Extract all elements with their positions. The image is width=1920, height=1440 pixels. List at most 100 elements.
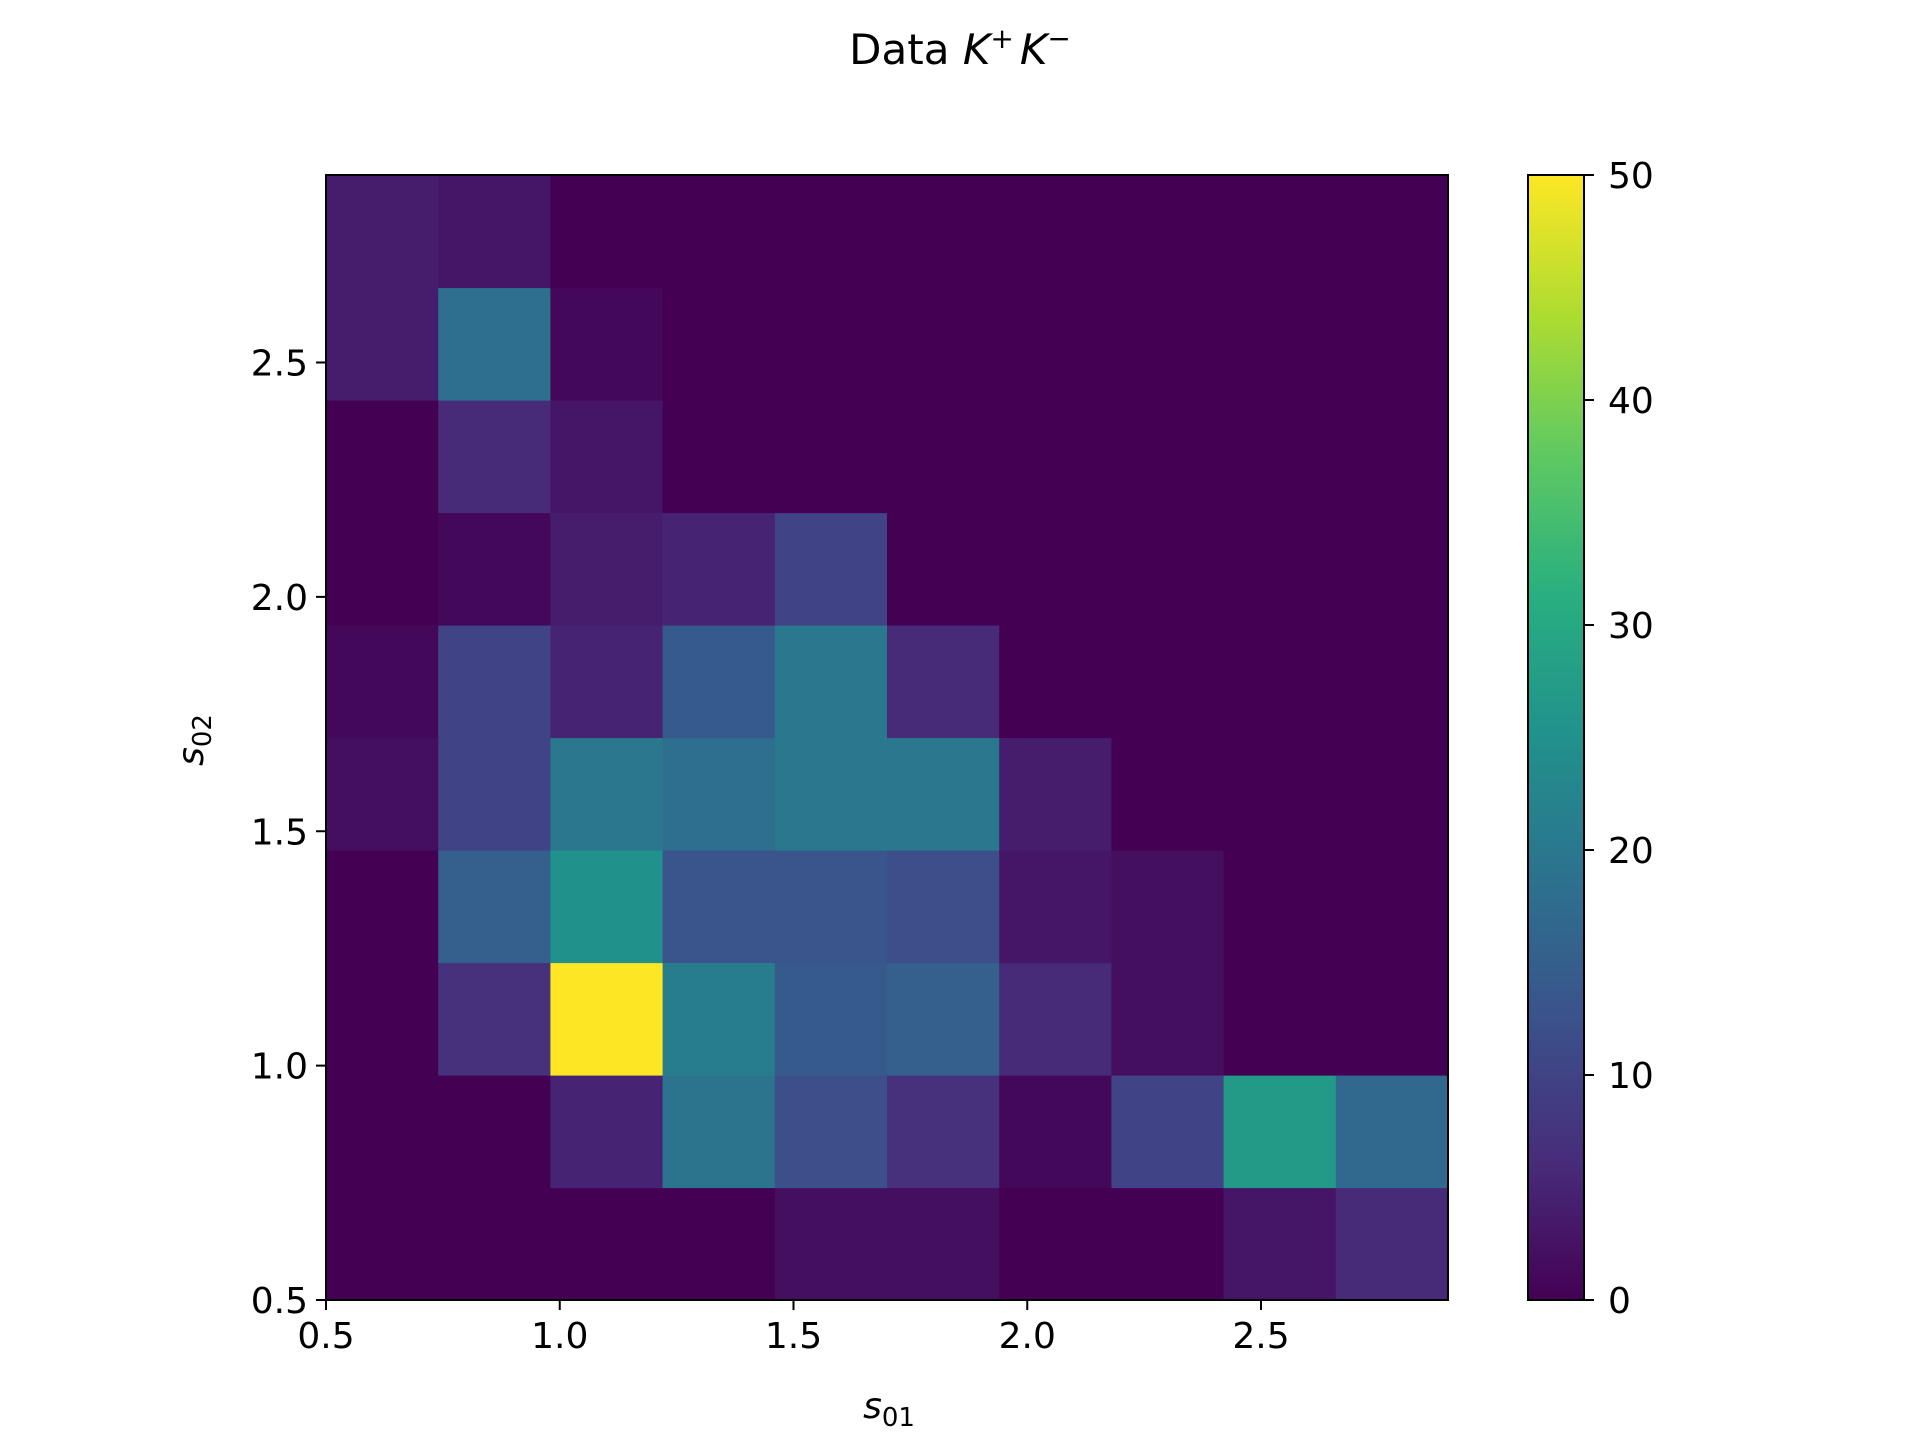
svg-text:Data K+K−: Data K+ K− [849,22,1071,74]
heatmap-cell [1223,512,1337,626]
colorbar-tick-label: 10 [1608,1056,1654,1097]
heatmap-cell [887,400,1000,514]
x-tick-label: 2.0 [999,1316,1056,1357]
heatmap-cell [326,512,439,626]
heatmap-cell [1223,625,1337,739]
y-tick-label: 1.0 [251,1047,308,1088]
colorbar-tick-label: 40 [1608,381,1654,422]
heatmap-cell [662,737,776,851]
chart-title-plus: + [990,22,1013,55]
heatmap-cell [1111,287,1225,401]
heatmap-cell [326,175,439,289]
heatmap-cell [999,850,1112,964]
plot-frame [325,174,1449,1301]
heatmap-cell [1335,287,1449,401]
x-axis-label-sub: 01 [882,1403,915,1433]
heatmap-cell [774,512,888,626]
heatmap-cell [662,850,776,964]
heatmap-cell [1111,850,1225,964]
heatmap-cell [887,1187,1000,1301]
heatmap-cell [1223,287,1337,401]
heatmap-cell [774,737,888,851]
heatmap-cell [326,287,439,401]
heatmap-cell [1111,175,1225,289]
heatmap-cell [1223,1187,1337,1301]
heatmap-cell [1335,737,1449,851]
heatmap-cell [550,287,664,401]
heatmap-cell [1223,175,1337,289]
heatmap-cell [550,400,664,514]
heatmap-cell [1335,962,1449,1076]
heatmap-cell [1111,625,1225,739]
heatmap-cell [326,962,439,1076]
heatmap-cell [550,625,664,739]
heatmap-cell [774,962,888,1076]
heatmap-cell [887,962,1000,1076]
heatmap-cell [774,400,888,514]
y-axis-label-sub: 02 [188,714,218,747]
heatmap-cell [662,962,776,1076]
heatmap-cell [774,175,888,289]
heatmap-cell [1335,1075,1449,1189]
heatmap-cell [887,287,1000,401]
chart-title-k2: K [1020,25,1051,74]
heatmap-cell [438,512,551,626]
heatmap-cell [1223,737,1337,851]
heatmap-cell [1335,512,1449,626]
heatmap-cell [438,287,551,401]
heatmap-cell [438,737,551,851]
heatmap-cell [1223,400,1337,514]
heatmap-cell [662,512,776,626]
heatmap-cell [438,1075,551,1189]
colorbar [1527,174,1585,1301]
heatmap-cell [999,175,1112,289]
x-axis-label: s01 [863,1386,915,1433]
heatmap-cell [1111,737,1225,851]
y-tick-label: 0.5 [251,1281,308,1322]
heatmap-cell [550,1187,664,1301]
x-tick-label: 1.0 [531,1316,588,1357]
heatmap-cell [662,1187,776,1301]
heatmap-cell [550,850,664,964]
heatmap-cell [1111,1075,1225,1189]
heatmap-cell [1335,625,1449,739]
y-tick-label: 2.5 [251,344,308,385]
x-tick-label: 0.5 [297,1316,354,1357]
heatmap-cell [1335,850,1449,964]
heatmap-cell [550,737,664,851]
heatmap-cell [550,962,664,1076]
heatmap-cell [774,850,888,964]
heatmap-cell [1223,962,1337,1076]
svg-text:s02: s02 [171,714,218,766]
heatmap-cell [1111,512,1225,626]
heatmap-cell [999,962,1112,1076]
y-axis-label: s02 [171,714,218,766]
heatmap-cell [662,175,776,289]
chart-title: Data K+ K− [849,22,1071,74]
heatmap-cell [774,625,888,739]
heatmap-cell [326,850,439,964]
heatmap-cell [662,400,776,514]
heatmap-cell [1111,400,1225,514]
y-axis: 0.5 1.0 1.5 2.0 2.5 [251,344,326,1322]
heatmap-cell [550,1075,664,1189]
colorbar-tick-label: 50 [1608,156,1654,197]
heatmap-cell [438,1187,551,1301]
heatmap-cell [438,400,551,514]
y-axis-label-text: s [171,747,212,766]
heatmap-cell [774,1187,888,1301]
heatmap-cell [999,1187,1112,1301]
svg-text:s01: s01 [863,1386,915,1433]
colorbar-tick-label: 20 [1608,831,1654,872]
chart-title-minus: − [1047,22,1070,55]
heatmap-cell [550,512,664,626]
colorbar-axis: 0 10 20 30 40 50 [1584,156,1654,1322]
heatmap-cell [662,1075,776,1189]
heatmap-cell [1111,1187,1225,1301]
heatmap-cell [887,625,1000,739]
x-axis: 0.5 1.0 1.5 2.0 2.5 [297,1300,1290,1357]
heatmap-cell [1223,850,1337,964]
heatmap-cell [1335,400,1449,514]
heatmap-cell [999,512,1112,626]
